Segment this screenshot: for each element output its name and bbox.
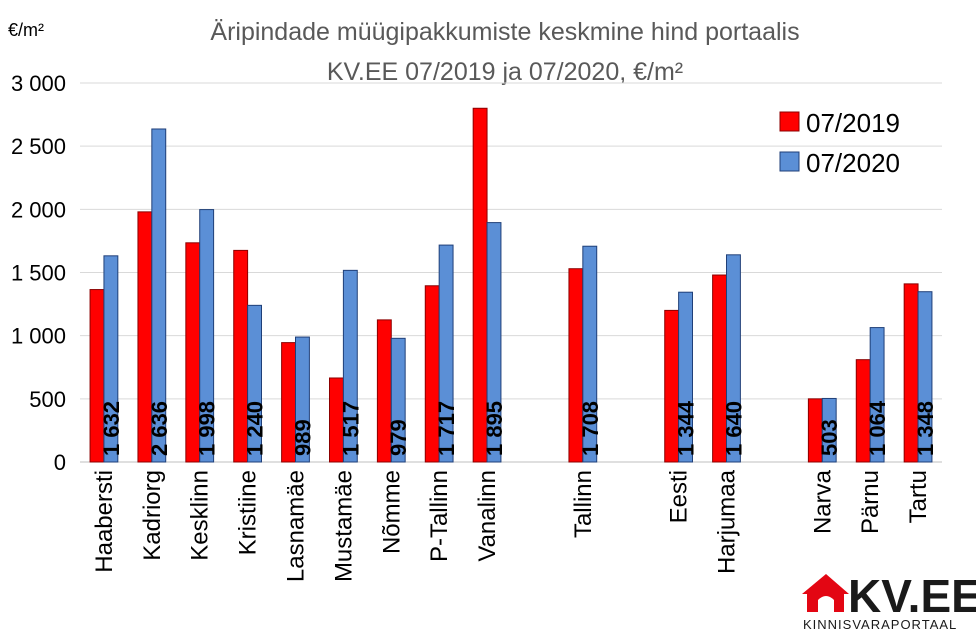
bars — [89, 107, 933, 463]
y-tick-label: 500 — [29, 387, 66, 412]
bar-07-2020 — [151, 128, 167, 463]
bar-07-2020 — [342, 269, 358, 463]
y-axis: 0 500 1 000 1 500 2 000 2 500 3 000 — [11, 71, 66, 475]
x-category-label: P-Tallinn — [426, 470, 453, 562]
data-label-07-2020: 979 — [386, 419, 411, 456]
bar-07-2020 — [869, 327, 885, 463]
x-category-label: Vanalinn — [474, 470, 501, 562]
x-axis: Haabersti Kadriorg Kesklinn Kristiine Lasnam… — [91, 469, 932, 582]
x-category-label: Harjumaa — [714, 469, 741, 574]
bar-07-2020 — [390, 337, 406, 463]
gridlines — [80, 82, 942, 463]
x-category-label: Lasnamäe — [283, 470, 310, 582]
legend-label: 07/2020 — [806, 148, 900, 178]
house-icon — [802, 574, 849, 612]
bar-07-2020 — [917, 291, 933, 463]
logo-tagline: KINNISVARAPORTAAL — [803, 617, 957, 632]
bar-07-2020 — [821, 397, 837, 463]
data-label-07-2020: 1 240 — [243, 401, 268, 456]
y-tick-label: 3 000 — [11, 71, 66, 96]
x-category-label: Kadriorg — [139, 470, 166, 561]
x-category-label: Nõmme — [378, 470, 405, 554]
bar-07-2020 — [103, 255, 119, 463]
x-category-label: Kesklinn — [187, 470, 214, 561]
legend: 07/2019 07/2020 — [779, 108, 900, 178]
y-tick-label: 1 500 — [11, 261, 66, 286]
data-label-07-2020: 1 640 — [721, 401, 746, 456]
bar-07-2020 — [199, 209, 215, 463]
x-category-label: Kristiine — [235, 470, 262, 555]
y-tick-label: 2 000 — [11, 197, 66, 222]
bar-07-2020 — [678, 291, 693, 463]
unit-label: €/m² — [8, 20, 44, 40]
data-label-07-2020: 503 — [817, 419, 842, 456]
x-category-label: Tallinn — [570, 470, 597, 538]
x-category-label: Pärnu — [857, 470, 884, 534]
data-label-07-2020: 1 895 — [482, 401, 507, 456]
bar-07-2020 — [438, 244, 454, 463]
data-label-07-2020: 1 064 — [865, 400, 890, 456]
data-labels: 1 632 2 636 1 998 1 240 989 1 517 979 1 717 1 89… — [99, 400, 938, 456]
data-label-07-2020: 1 717 — [434, 401, 459, 456]
data-label-07-2020: 2 636 — [147, 401, 172, 456]
chart-title-line2: KV.EE 07/2019 ja 07/2020, €/m² — [327, 58, 683, 86]
logo-brand: KV.EE — [848, 570, 976, 622]
chart-title-line1: Äripindade müügipakkumiste keskmine hind… — [210, 18, 799, 46]
x-category-label: Tartu — [905, 470, 932, 523]
data-label-07-2020: 1 632 — [99, 401, 124, 456]
data-label-07-2020: 1 348 — [913, 401, 938, 456]
data-label-07-2020: 1 517 — [338, 401, 363, 456]
y-tick-label: 2 500 — [11, 134, 66, 159]
bar-07-2020 — [247, 304, 262, 463]
x-category-label: Mustamäe — [330, 470, 357, 582]
data-label-07-2020: 1 998 — [195, 401, 220, 456]
legend-label: 07/2019 — [806, 108, 900, 138]
y-tick-label: 1 000 — [11, 324, 66, 349]
bar-07-2020 — [295, 336, 310, 463]
x-category-label: Eesti — [666, 470, 693, 523]
x-category-label: Narva — [809, 469, 836, 534]
data-label-07-2020: 989 — [290, 419, 315, 456]
bar-07-2020 — [486, 222, 502, 463]
bar-07-2020 — [726, 254, 741, 463]
legend-swatch — [779, 111, 800, 132]
legend-swatch — [779, 151, 800, 172]
y-tick-label: 0 — [54, 450, 66, 475]
x-category-label: Haabersti — [91, 470, 118, 573]
data-label-07-2020: 1 344 — [674, 400, 699, 456]
data-label-07-2020: 1 708 — [578, 401, 603, 456]
kv-ee-logo: KV.EE KINNISVARAPORTAAL — [802, 570, 976, 632]
bar-07-2020 — [582, 245, 598, 463]
